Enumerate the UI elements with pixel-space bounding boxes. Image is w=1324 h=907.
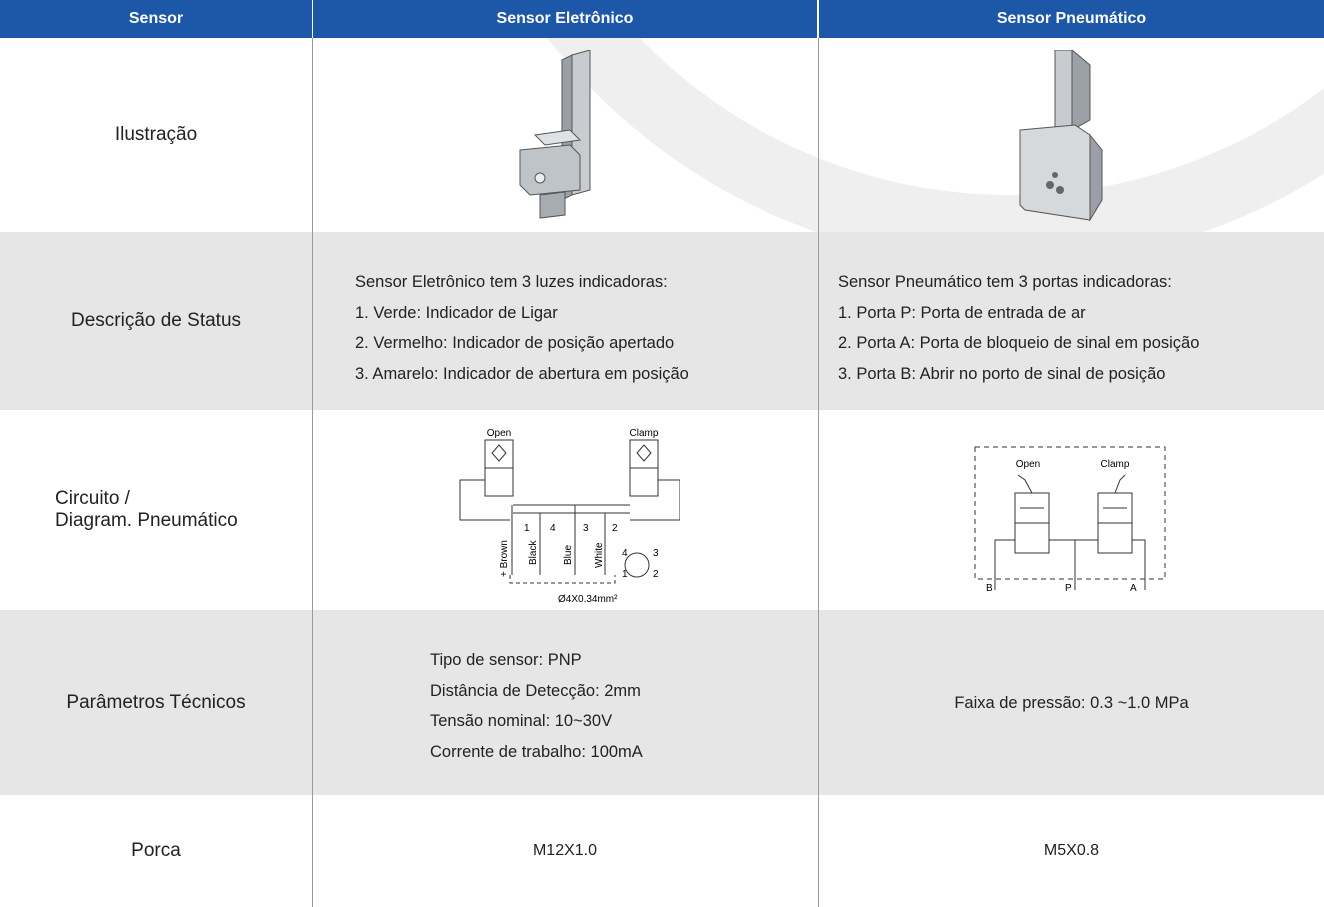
- diagram-label: Clamp: [1101, 459, 1130, 470]
- diagram-label: Clamp: [630, 428, 659, 439]
- label-line: Diagram. Pneumático: [55, 510, 238, 531]
- row-label: Porca: [131, 840, 181, 861]
- pin-label: 3: [583, 523, 589, 534]
- text-line: Tipo de sensor: PNP: [430, 651, 582, 669]
- params-text: Faixa de pressão: 0.3 ~1.0 MPa: [954, 694, 1189, 712]
- text-line: 1. Porta P: Porta de entrada de ar: [838, 303, 1086, 322]
- connector-pin: 3: [653, 548, 659, 559]
- circuit-diagram: Open Clamp 1 4 3 2 + Brown Black Blue Wh…: [459, 428, 680, 605]
- connector-pin: 2: [653, 569, 659, 580]
- pin-label: 2: [612, 523, 618, 534]
- text-line: 2. Vermelho: Indicador de posição aperta…: [355, 334, 675, 352]
- row-band: [0, 610, 1324, 795]
- text-line: 3. Amarelo: Indicador de abertura em pos…: [355, 364, 689, 383]
- nut-value: M5X0.8: [1043, 842, 1100, 859]
- text-line: Corrente de trabalho: 100mA: [430, 742, 643, 761]
- text-line: 3. Porta B: Abrir no porto de sinal de p…: [838, 364, 1166, 383]
- sensor-image: [1019, 50, 1103, 222]
- diagram-label: Open: [487, 428, 511, 439]
- wire-label: Black: [528, 540, 539, 565]
- text-line: Sensor Eletrônico tem 3 luzes indicadora…: [355, 273, 668, 291]
- nut-value: M12X1.0: [532, 842, 598, 859]
- text-line: 1. Verde: Indicador de Ligar: [355, 303, 558, 322]
- wire-label: + Brown: [499, 540, 510, 577]
- text-line: Sensor Pneumático tem 3 portas indicador…: [838, 273, 1172, 291]
- text-line: Distância de Detecção: 2mm: [430, 681, 641, 700]
- row-band: [0, 232, 1324, 410]
- status-text: Sensor Eletrônico tem 3 luzes indicadora…: [355, 267, 689, 389]
- column-divider: [818, 38, 819, 907]
- status-text: Sensor Pneumático tem 3 portas indicador…: [838, 267, 1199, 389]
- row-label: Parâmetros Técnicos: [66, 691, 246, 713]
- port-label: A: [1130, 583, 1137, 594]
- column-divider: [312, 38, 313, 907]
- header-cell: Sensor Pneumático: [819, 0, 1324, 38]
- params-text: Tipo de sensor: PNP Distância de Detecçã…: [430, 645, 643, 767]
- sensor-image: [519, 50, 591, 219]
- pin-label: 4: [550, 523, 556, 534]
- diagram-label: Open: [1016, 459, 1040, 470]
- row-label: Descrição de Status: [70, 310, 242, 331]
- text-line: Tensão nominal: 10~30V: [430, 712, 613, 730]
- text-line: 2. Porta A: Porta de bloqueio de sinal e…: [838, 334, 1200, 352]
- header-cell: Sensor Eletrônico: [313, 0, 817, 38]
- port-label: B: [986, 583, 993, 594]
- label-line: Circuito /: [55, 488, 130, 509]
- port-label: P: [1065, 583, 1072, 594]
- pin-label: 1: [524, 523, 530, 534]
- cable-label: Ø4X0.34mm²: [558, 594, 618, 605]
- row-label: Ilustração: [114, 124, 198, 145]
- connector-pin: 1: [622, 569, 628, 580]
- row-label: Circuito / Diagram. Pneumático: [0, 410, 312, 610]
- wire-label: Blue: [563, 545, 574, 565]
- wire-label: White: [594, 542, 605, 568]
- header-cell: Sensor: [0, 0, 312, 38]
- pneumatic-diagram: Open Clamp B P A: [974, 446, 1166, 594]
- connector-pin: 4: [622, 548, 628, 559]
